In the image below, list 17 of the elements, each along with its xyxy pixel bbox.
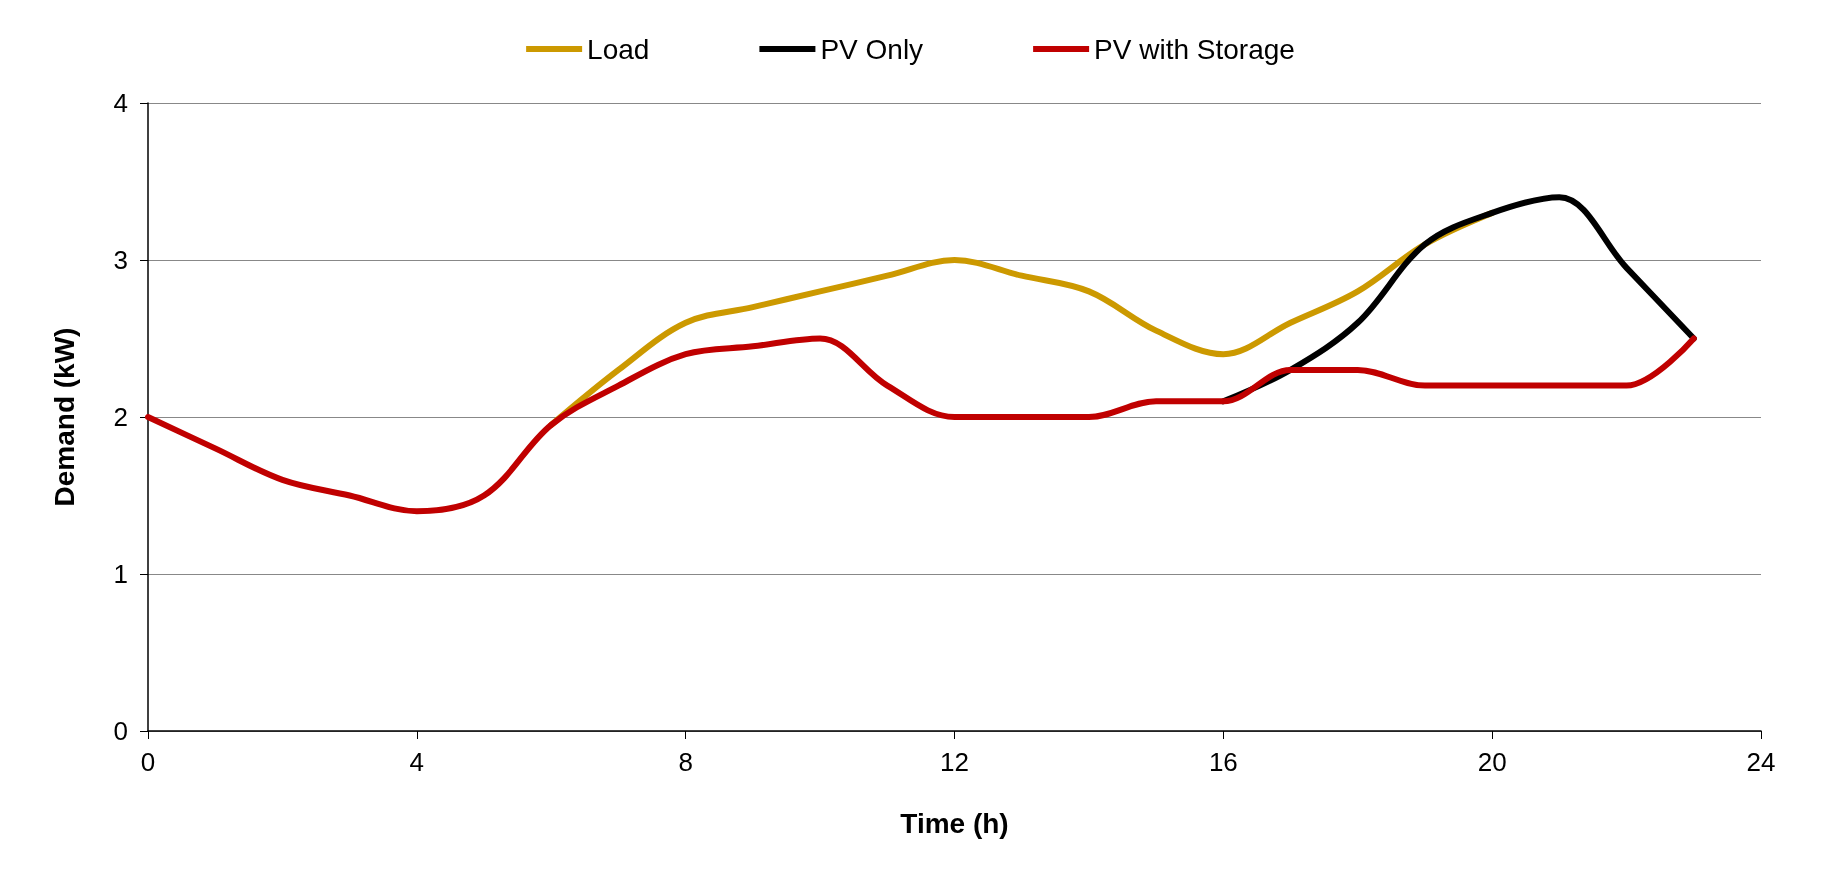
y-tick-label: 3: [113, 245, 128, 275]
y-tick-label: 1: [113, 559, 128, 589]
x-tick-label: 16: [1208, 747, 1238, 777]
legend-label: Load: [587, 33, 650, 65]
y-tick-label: 0: [113, 716, 128, 746]
x-tick-label: 20: [1477, 747, 1507, 777]
x-tick-label: 24: [1746, 747, 1776, 777]
y-tick-label: 4: [113, 88, 128, 118]
legend-label: PV Only: [820, 33, 924, 65]
y-axis-title: Demand (kW): [48, 327, 80, 507]
x-tick-label: 12: [940, 747, 969, 777]
x-tick-label: 0: [140, 747, 156, 777]
x-tick-label: 8: [678, 747, 693, 777]
x-axis-title: Time (h): [900, 807, 1009, 839]
y-tick-label: 2: [113, 402, 128, 432]
legend-label: PV with Storage: [1094, 33, 1295, 65]
x-tick-label: 4: [409, 747, 425, 777]
